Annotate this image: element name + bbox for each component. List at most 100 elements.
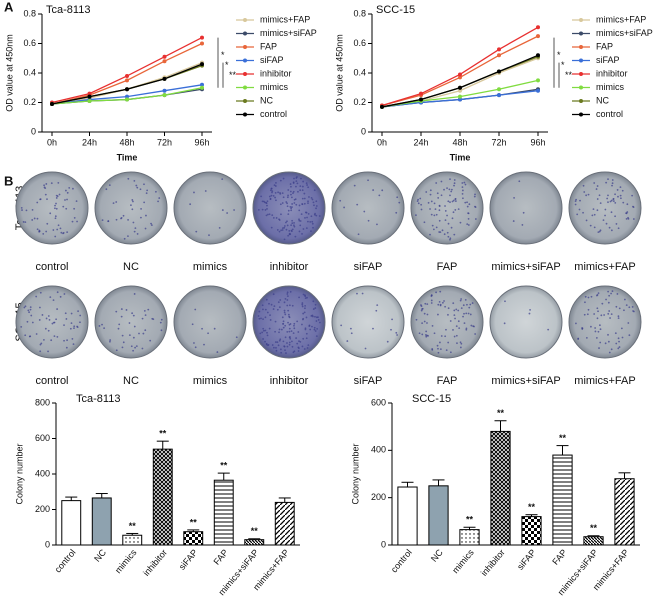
colony-dot [437,347,439,350]
colony-dot [605,181,608,184]
bar [521,516,542,546]
colony-dot [615,223,618,225]
colony-dot [426,303,429,306]
colony-dot [299,220,302,222]
colony-dot [455,308,458,311]
colony-dot [468,306,471,309]
colony-dot [615,342,618,345]
y-tick-label: 0.6 [23,38,36,48]
colony-dot [623,309,625,312]
plate-caption: NC [123,261,139,273]
colony-dot [150,224,153,227]
x-tick-label: inhibitor [479,547,507,578]
colony-dot [420,309,423,312]
plate-caption: mimics [193,375,228,387]
colony-dot [455,334,458,337]
colony-dot [594,330,597,333]
colony-dot [269,319,272,321]
colony-dot [607,301,610,304]
colony-dot [512,220,515,222]
colony-dot [395,331,398,334]
colony-dot [304,217,306,219]
colony-dot [443,233,446,236]
colony-dot [65,207,68,210]
bar [152,448,173,546]
colony-dot [287,321,289,324]
colony-dot [609,200,612,203]
colony-dot [454,198,457,201]
colony-dot [437,197,440,199]
plate-caption: mimics+siFAP [491,261,560,273]
colony-dot [115,349,118,352]
legend-marker [579,85,583,90]
colony-dot [117,327,120,330]
colony-dot [461,182,464,184]
colony-dot [296,182,299,185]
colony-dot [291,340,293,343]
y-tick-label: 0.6 [353,38,366,48]
colony-dot [115,310,118,313]
colony-dot [272,216,275,219]
chart-title: SCC-15 [376,4,415,16]
point [536,88,540,93]
point [125,73,129,78]
point [200,85,204,90]
colony-dot [430,200,433,203]
colony-dot [315,335,318,338]
colony-dot [143,201,146,204]
colony-dot [447,313,449,316]
colony-dot [54,215,57,218]
colony-dot [420,304,422,306]
colony-dot [621,336,624,339]
colony-dot [299,340,302,343]
colony-dot [503,322,506,325]
colony-dot [101,219,104,222]
colony-dot [280,213,282,216]
colony-dot [293,225,296,228]
colony-dot [302,228,305,230]
colony-dot [596,307,599,310]
colony-dot [616,189,619,191]
colony-dot [127,177,130,180]
point [200,35,204,40]
colony-dot [438,231,441,233]
colony-dot [578,208,581,211]
colony-dot [69,327,72,330]
colony-dot [297,331,300,333]
colony-dot [577,337,580,340]
colony-dot [461,189,464,192]
colony-dot [596,198,599,200]
colony-dot [467,312,470,315]
colony-dot [278,331,280,334]
colony-dot [529,309,531,311]
colony-dot [593,213,596,216]
colony-dot [127,235,129,238]
x-tick-label: 72h [491,137,506,147]
colony-dot [467,217,470,220]
colony-dot [306,347,309,349]
colony-dot [460,298,463,300]
colony-dot [607,333,609,336]
colony-dot [65,318,68,320]
colony-dot [311,222,314,225]
colony-dot [306,184,308,186]
colony-dot [43,338,45,341]
colony-dot [39,350,42,353]
point [162,59,167,64]
colony-dot [395,211,398,214]
colony-dot [297,190,299,193]
colony-plate [94,171,168,245]
colony-dot [621,189,624,192]
colony-dot [453,182,456,185]
colony-dot [312,201,315,204]
colony-dot [462,315,464,318]
colony-dot [315,205,318,207]
colony-dot [601,302,604,305]
colony-dot [101,323,103,326]
legend-label: FAP [260,41,277,51]
colony-dot [302,312,305,315]
colony-dot [593,313,596,315]
colony-dot [269,198,272,201]
plate-caption: inhibitor [270,261,309,273]
colony-dot [56,195,59,198]
